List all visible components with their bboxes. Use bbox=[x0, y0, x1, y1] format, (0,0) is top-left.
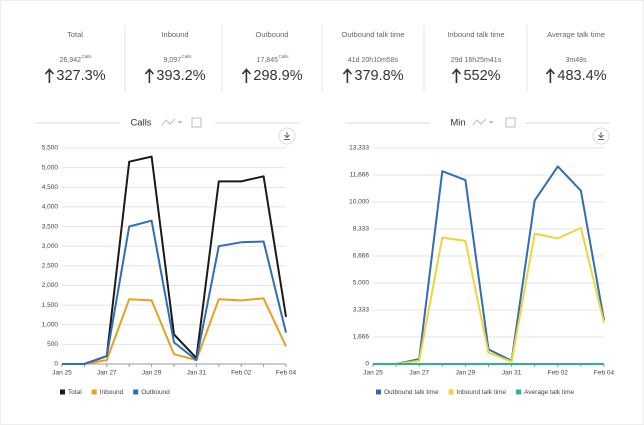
x-tick-label: Feb 02 bbox=[231, 370, 252, 377]
y-tick-label: 0 bbox=[54, 361, 58, 368]
stat-value: 3m49s bbox=[565, 57, 587, 64]
stat-label: Inbound bbox=[161, 30, 188, 39]
x-tick-label: Jan 29 bbox=[142, 370, 162, 377]
up-arrow bbox=[144, 68, 155, 83]
x-tick-label: Jan 31 bbox=[502, 370, 522, 377]
stat-value: 29d 16h25m41s bbox=[451, 57, 502, 64]
x-tick-label: Jan 25 bbox=[52, 370, 72, 377]
y-tick-label: 500 bbox=[47, 341, 58, 348]
stat-change: 393.2% bbox=[156, 68, 205, 84]
legend-label: Inbound talk time bbox=[457, 389, 507, 396]
legend-label: Inbound bbox=[100, 389, 124, 396]
y-tick-label: 2,500 bbox=[42, 263, 59, 270]
legend-swatch bbox=[516, 389, 522, 395]
series-line bbox=[62, 219, 287, 365]
stat-label: Outbound talk time bbox=[342, 30, 405, 39]
y-tick-label: 10,000 bbox=[349, 199, 369, 206]
x-tick-label: Jan 31 bbox=[187, 370, 207, 377]
stat-change: 298.9% bbox=[253, 68, 302, 84]
legend-swatch bbox=[376, 389, 381, 395]
series-line bbox=[62, 297, 287, 365]
stat-value: 9,097 bbox=[163, 57, 181, 64]
legend-swatch bbox=[133, 389, 139, 395]
y-tick-label: 3,333 bbox=[353, 307, 370, 314]
stat-label: Inbound talk time bbox=[447, 30, 504, 39]
x-tick-label: Jan 29 bbox=[456, 370, 476, 377]
up-arrow bbox=[545, 68, 556, 83]
x-tick-label: Jan 25 bbox=[363, 370, 383, 377]
legend-label: Outbound bbox=[141, 389, 170, 396]
y-tick-label: 13,333 bbox=[349, 145, 369, 152]
chart-type-icons[interactable] bbox=[161, 117, 516, 128]
legend-label: Total bbox=[68, 389, 82, 396]
y-tick-label: 6,666 bbox=[353, 253, 370, 260]
stat-unit: Calls bbox=[182, 54, 193, 59]
stat-unit: Calls bbox=[279, 54, 290, 59]
stat-value: 41d 20h10m58s bbox=[348, 57, 399, 64]
up-arrow bbox=[342, 68, 353, 83]
y-tick-label: 11,666 bbox=[350, 172, 370, 179]
stat-change: 483.4% bbox=[557, 68, 606, 84]
stat-label: Average talk time bbox=[547, 30, 605, 39]
y-tick-label: 8,333 bbox=[353, 226, 370, 233]
up-arrow bbox=[241, 68, 252, 83]
legend-label: Outbound talk time bbox=[384, 389, 439, 396]
y-tick-label: 5,000 bbox=[42, 164, 59, 171]
y-tick-label: 1,500 bbox=[42, 302, 59, 309]
stat-label: Total bbox=[67, 30, 83, 39]
y-tick-label: 2,000 bbox=[42, 282, 59, 289]
x-tick-label: Feb 04 bbox=[276, 370, 297, 377]
stat-change: 327.3% bbox=[56, 68, 105, 84]
x-tick-label: Jan 27 bbox=[409, 370, 429, 377]
legend-swatch bbox=[448, 389, 454, 395]
series-line bbox=[373, 226, 605, 365]
x-tick-label: Feb 02 bbox=[548, 370, 569, 377]
stat-unit: Calls bbox=[82, 54, 93, 59]
stat-change: 379.8% bbox=[354, 68, 403, 84]
up-arrow bbox=[44, 68, 55, 83]
stat-label: Outbound bbox=[256, 30, 289, 39]
chart-title: Min bbox=[450, 118, 465, 129]
y-tick-label: 1,000 bbox=[42, 321, 59, 328]
stat-dividers bbox=[124, 25, 528, 92]
y-tick-label: 1,666 bbox=[353, 334, 370, 341]
legend-swatch bbox=[91, 389, 97, 395]
y-tick-label: 4,000 bbox=[42, 204, 59, 211]
chart-title: Calls bbox=[130, 118, 151, 129]
legend-label: Average talk time bbox=[524, 389, 574, 396]
y-tick-label: 0 bbox=[365, 361, 369, 368]
stat-value: 26,942 bbox=[60, 57, 82, 64]
y-tick-label: 5,500 bbox=[42, 145, 59, 152]
up-arrow bbox=[451, 68, 462, 83]
y-tick-label: 3,500 bbox=[42, 223, 59, 230]
legend-swatch bbox=[60, 389, 65, 395]
stat-change: 552% bbox=[463, 68, 500, 84]
download-buttons[interactable] bbox=[278, 127, 610, 145]
y-tick-label: 3,000 bbox=[42, 243, 59, 250]
y-tick-label: 4,500 bbox=[42, 184, 59, 191]
y-tick-label: 5,000 bbox=[353, 280, 370, 287]
x-tick-label: Feb 04 bbox=[594, 370, 615, 377]
stat-value: 17,845 bbox=[257, 57, 279, 64]
x-tick-label: Jan 27 bbox=[97, 370, 117, 377]
